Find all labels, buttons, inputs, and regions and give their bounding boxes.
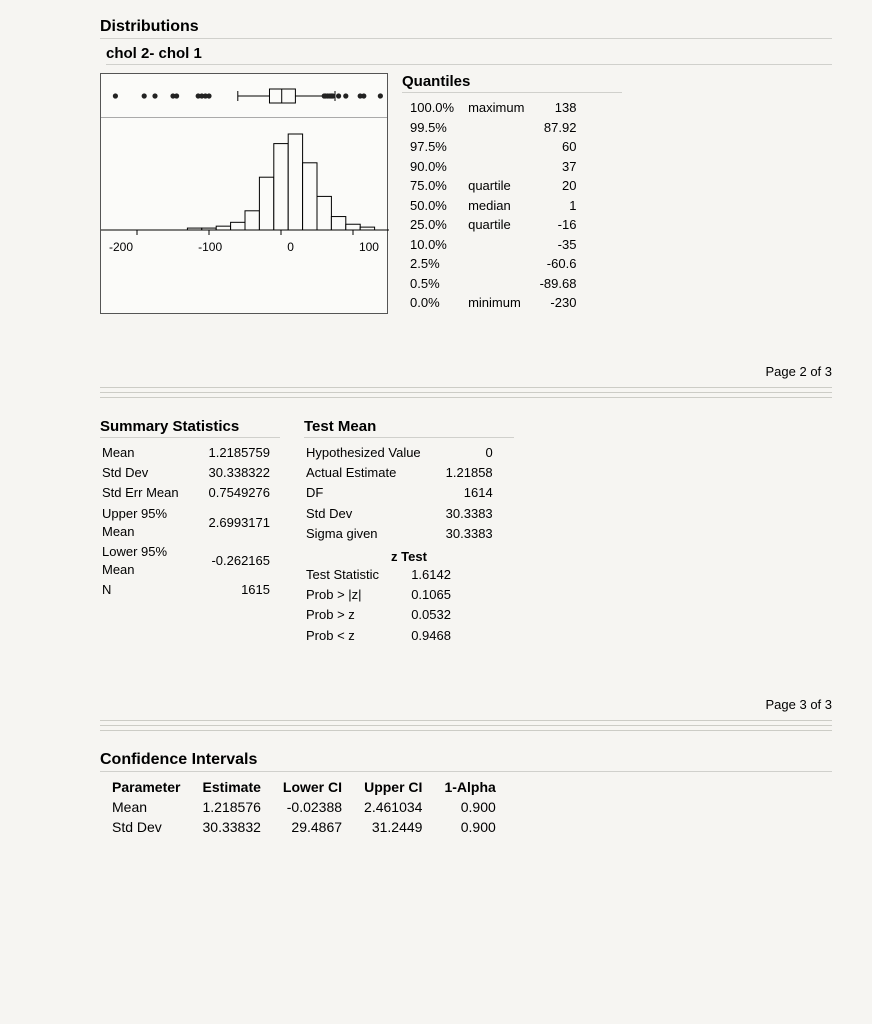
quantile-row: 10.0%-35 xyxy=(404,236,582,254)
summary-row: N1615 xyxy=(102,581,278,599)
page-break-lines xyxy=(100,720,832,731)
quantile-row: 2.5%-60.6 xyxy=(404,255,582,273)
testmean-row: DF1614 xyxy=(306,484,501,502)
xtick: 100 xyxy=(359,240,379,254)
quantile-row: 0.5%-89.68 xyxy=(404,275,582,293)
variable-subtitle: chol 2- chol 1 xyxy=(106,45,832,65)
x-axis-labels: -200 -100 0 100 xyxy=(101,238,387,258)
summary-row: Lower 95% Mean-0.262165 xyxy=(102,543,278,579)
quantile-row: 97.5%60 xyxy=(404,138,582,156)
xtick: -200 xyxy=(109,240,133,254)
quantile-row: 75.0%quartile20 xyxy=(404,177,582,195)
summary-row: Std Dev30.338322 xyxy=(102,464,278,482)
histogram-svg xyxy=(101,118,389,238)
quantiles-panel: Quantiles 100.0%maximum138 99.5%87.9297.5… xyxy=(402,73,622,314)
testmean-title: Test Mean xyxy=(304,418,514,438)
summary-title: Summary Statistics xyxy=(100,418,280,438)
ztest-row: Prob < z0.9468 xyxy=(306,627,459,645)
quantile-row: 90.0%37 xyxy=(404,158,582,176)
summary-row: Mean1.2185759 xyxy=(102,444,278,462)
distributions-title: Distributions xyxy=(100,18,832,39)
quantile-row: 50.0%median1 xyxy=(404,197,582,215)
summary-row: Std Err Mean0.7549276 xyxy=(102,484,278,502)
testmean-row: Hypothesized Value0 xyxy=(306,444,501,462)
boxplot-svg xyxy=(101,74,389,118)
ztest-title: z Test xyxy=(304,545,514,564)
testmean-table: Hypothesized Value0 Actual Estimate1.2185… xyxy=(304,442,503,545)
ci-title: Confidence Intervals xyxy=(100,751,832,772)
testmean-row: Sigma given30.3383 xyxy=(306,525,501,543)
ci-table: ParameterEstimateLower CIUpper CI1-Alpha… xyxy=(100,776,508,838)
quantiles-title: Quantiles xyxy=(402,73,622,93)
summary-table: Mean1.2185759 Std Dev30.338322 Std Err Mea… xyxy=(100,442,280,602)
ztest-row: Test Statistic1.6142 xyxy=(306,566,459,584)
ci-header-row: ParameterEstimateLower CIUpper CI1-Alpha xyxy=(102,778,506,796)
testmean-row: Actual Estimate1.21858 xyxy=(306,464,501,482)
summary-stats-panel: Summary Statistics Mean1.2185759 Std Dev3… xyxy=(100,418,280,647)
quantile-row: 0.0%minimum-230 xyxy=(404,294,582,312)
quantile-row: 100.0%maximum138 xyxy=(404,99,582,117)
ztest-row: Prob > z0.0532 xyxy=(306,606,459,624)
xtick: 0 xyxy=(287,240,294,254)
xtick: -100 xyxy=(198,240,222,254)
page-break-lines xyxy=(100,387,832,398)
page-number-2: Page 2 of 3 xyxy=(100,364,832,379)
ci-row: Std Dev30.3383229.486731.24490.900 xyxy=(102,818,506,836)
testmean-row: Std Dev30.3383 xyxy=(306,505,501,523)
distribution-chart: -200 -100 0 100 xyxy=(100,73,388,314)
quantile-row: 25.0%quartile-16 xyxy=(404,216,582,234)
ci-panel: Confidence Intervals ParameterEstimateLo… xyxy=(100,751,832,838)
test-mean-panel: Test Mean Hypothesized Value0 Actual Esti… xyxy=(304,418,514,647)
page-number-3: Page 3 of 3 xyxy=(100,697,832,712)
ci-row: Mean1.218576-0.023882.4610340.900 xyxy=(102,798,506,816)
quantile-row: 99.5%87.92 xyxy=(404,119,582,137)
ztest-table: Test Statistic1.6142 Prob > |z|0.1065 Prob… xyxy=(304,564,461,647)
summary-row: Upper 95% Mean2.6993171 xyxy=(102,505,278,541)
ztest-row: Prob > |z|0.1065 xyxy=(306,586,459,604)
quantiles-table: 100.0%maximum138 99.5%87.9297.5%60 90.0%37… xyxy=(402,97,584,314)
